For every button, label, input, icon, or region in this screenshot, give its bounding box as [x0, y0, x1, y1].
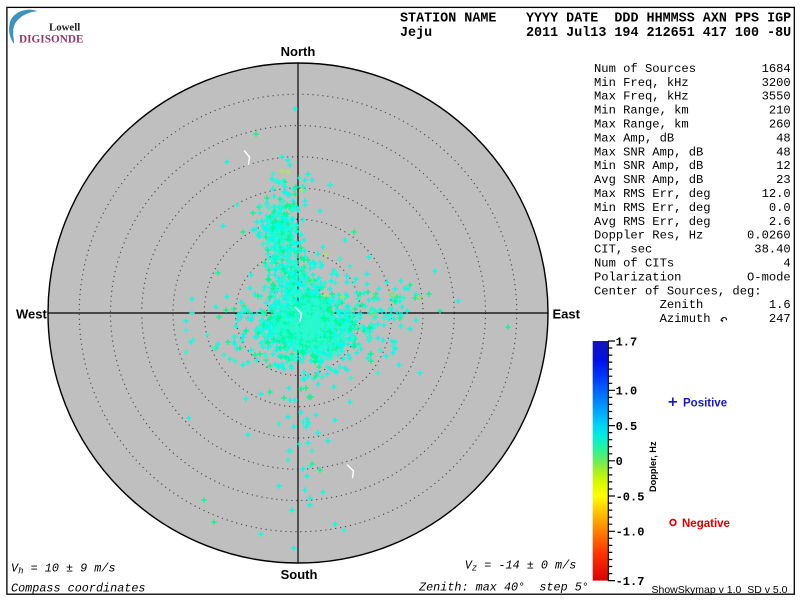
svg-text:Min SNR Amp, dB 12: Min SNR Amp, dB 12	[594, 159, 791, 173]
svg-text:Center of Sources, deg:: Center of Sources, deg:	[594, 284, 762, 298]
svg-text:Zenith 1.6: Zenith 1.6	[594, 298, 791, 312]
svg-text:-1.0: -1.0	[616, 526, 645, 540]
svg-text:Max Freq, kHz 3550: Max Freq, kHz 3550	[594, 90, 791, 104]
svg-text:YYYY DATE DDD HHMMSS AXN PPS: YYYY DATE DDD HHMMSS AXN PPS IGP	[526, 11, 791, 26]
svg-text:West: West	[16, 307, 47, 322]
svg-text:Doppler Res, Hz 0.0260: Doppler Res, Hz 0.0260	[594, 229, 791, 243]
svg-text:East: East	[553, 307, 581, 322]
svg-text:Vh = 10 ± 9 m/s: Vh = 10 ± 9 m/s	[11, 562, 116, 577]
svg-text:ShowSkymap v 1.0 SD v 5.0: ShowSkymap v 1.0 SD v 5.0	[652, 584, 788, 596]
svg-text:Compass coordinates: Compass coordinates	[11, 582, 146, 596]
svg-text:0.5: 0.5	[616, 420, 638, 434]
svg-text:Vz = -14 ± 0 m/s: Vz = -14 ± 0 m/s	[465, 559, 577, 574]
svg-text:Polarization O-mode: Polarization O-mode	[594, 270, 791, 284]
svg-text:Min RMS Err, deg 0.0: Min RMS Err, deg 0.0	[594, 201, 791, 215]
svg-text:South: South	[281, 567, 318, 582]
svg-text:Max SNR Amp, dB 48: Max SNR Amp, dB 48	[594, 145, 791, 159]
svg-text:Azimuth 247: Azimuth 247	[594, 312, 791, 326]
svg-text:Negative: Negative	[682, 518, 730, 530]
svg-text:Positive: Positive	[683, 397, 727, 409]
svg-text:Max RMS Err, deg 12.0: Max RMS Err, deg 12.0	[594, 187, 791, 201]
svg-text:CIT, sec 38.40: CIT, sec 38.40	[594, 243, 791, 257]
svg-text:Avg SNR Amp, dB 23: Avg SNR Amp, dB 23	[594, 173, 791, 187]
svg-text:1.7: 1.7	[616, 335, 638, 349]
svg-text:Jeju: Jeju	[400, 26, 432, 41]
svg-text:Max Range, km 260: Max Range, km 260	[594, 118, 791, 132]
svg-text:DIGISONDE: DIGISONDE	[19, 34, 83, 46]
svg-text:Num of CITs 4: Num of CITs 4	[594, 257, 791, 271]
svg-text:North: North	[281, 44, 316, 59]
svg-text:0: 0	[616, 455, 623, 469]
svg-text:Doppler, Hz: Doppler, Hz	[648, 441, 658, 492]
svg-text:-0.5: -0.5	[616, 490, 645, 504]
svg-text:Min Freq, kHz 3200: Min Freq, kHz 3200	[594, 76, 791, 90]
svg-text:1.0: 1.0	[616, 385, 638, 399]
svg-text:-1.7: -1.7	[616, 575, 645, 589]
svg-text:2011 Jul13 194 212651 417 100: 2011 Jul13 194 212651 417 100 -8U	[526, 26, 791, 41]
svg-text:Max Amp, dB 48: Max Amp, dB 48	[594, 131, 791, 145]
svg-text:Lowell: Lowell	[49, 21, 80, 33]
svg-text:Zenith: max 40° step 5°: Zenith: max 40° step 5°	[418, 581, 589, 595]
svg-text:STATION NAME: STATION NAME	[400, 11, 496, 26]
svg-text:Avg RMS Err, deg 2.6: Avg RMS Err, deg 2.6	[594, 215, 791, 229]
svg-text:Min Range, km 210: Min Range, km 210	[594, 104, 791, 118]
svg-text:Num of Sources 1684: Num of Sources 1684	[594, 62, 791, 76]
